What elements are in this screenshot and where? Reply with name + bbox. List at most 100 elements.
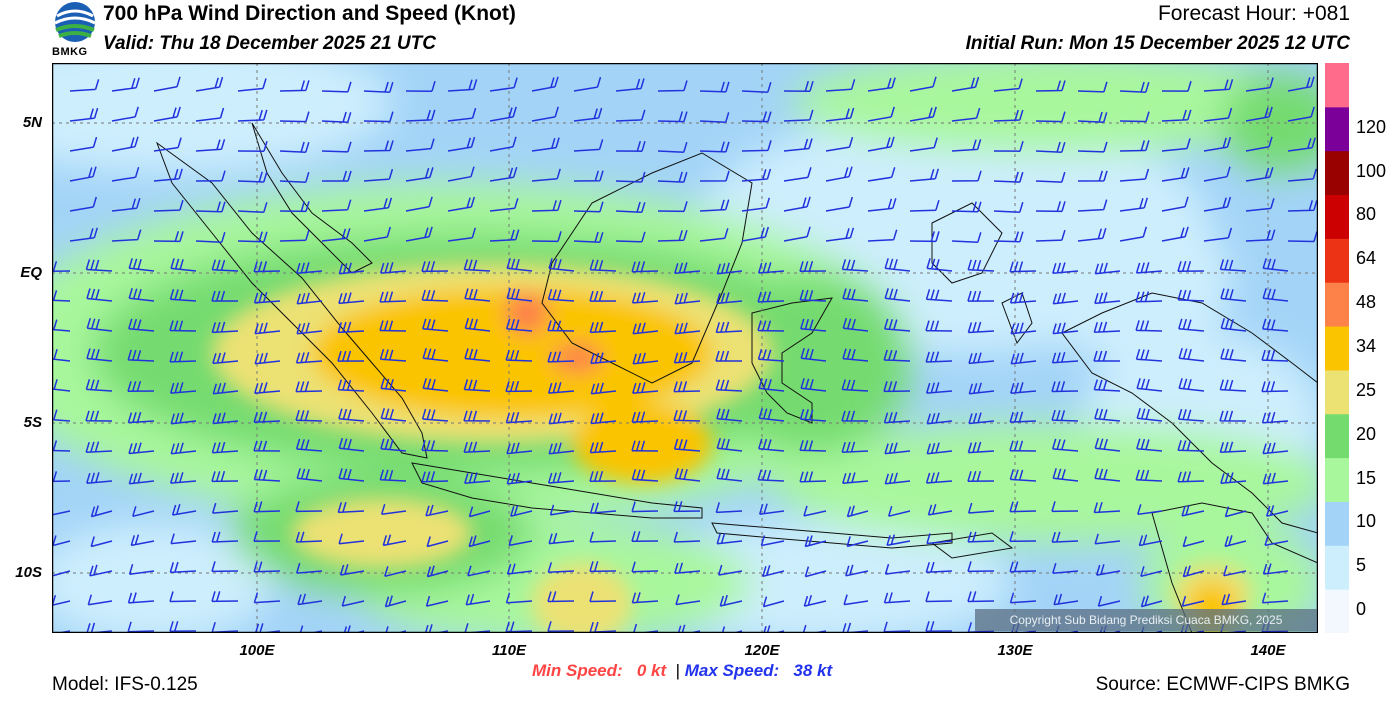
wind-barb	[237, 202, 268, 214]
wind-barb	[1077, 111, 1108, 124]
wind-barb	[1052, 322, 1079, 335]
wind-barb	[884, 442, 911, 455]
wind-barb	[279, 80, 310, 92]
wind-barb	[804, 566, 827, 578]
wind-barb	[128, 563, 155, 575]
wind-barb	[1287, 106, 1315, 122]
wind-barb	[926, 412, 953, 425]
wind-barb	[1135, 348, 1163, 362]
wind-barb	[1094, 292, 1121, 305]
wind-barb	[925, 289, 953, 302]
wind-barb	[1287, 76, 1315, 92]
wind-barb	[1262, 258, 1289, 272]
min-speed-value: 0 kt	[636, 661, 667, 680]
wind-barb	[1051, 531, 1079, 543]
wind-barb	[783, 196, 811, 212]
wind-barb	[1177, 289, 1205, 302]
colorbar-tick-label: 20	[1356, 423, 1377, 444]
wind-barb	[169, 351, 197, 363]
speed-summary: Min Speed: 0 kt | Max Speed: 38 kt	[532, 661, 832, 681]
wind-barb	[1136, 407, 1163, 422]
wind-barb	[379, 262, 407, 274]
wind-barb	[1203, 196, 1232, 212]
wind-barb	[1220, 317, 1247, 332]
wind-barb	[1094, 533, 1121, 545]
colorbar-bin	[1325, 413, 1349, 459]
wind-barb	[90, 505, 113, 518]
wind-barb	[52, 290, 71, 302]
wind-barb	[1137, 504, 1163, 516]
wind-barb	[425, 595, 449, 607]
wind-barb	[380, 438, 407, 452]
wind-barb	[338, 262, 365, 275]
wind-barb	[379, 291, 407, 303]
wind-barb	[1135, 291, 1163, 303]
wind-barb	[1245, 106, 1273, 122]
wind-barb	[867, 77, 896, 92]
wind-barb	[673, 501, 701, 513]
wind-barb	[127, 621, 155, 633]
wind-barb	[379, 348, 407, 362]
wind-barb	[1053, 593, 1079, 606]
wind-barb	[338, 468, 365, 482]
wind-barb	[631, 411, 659, 423]
wind-barb	[253, 440, 281, 452]
wind-barb	[925, 591, 953, 603]
wind-barb	[993, 109, 1024, 122]
wind-barb	[1119, 168, 1150, 182]
wind-barb	[1161, 80, 1192, 92]
wind-barb	[447, 166, 475, 182]
wind-barb	[52, 378, 71, 392]
wind-barb	[1224, 535, 1247, 548]
wind-barb	[590, 412, 617, 425]
wind-barb	[1119, 111, 1150, 123]
wind-barb	[86, 472, 113, 484]
wind-barb	[843, 594, 869, 606]
wind-barb	[699, 199, 730, 212]
colorbar-tick-label: 48	[1356, 292, 1377, 313]
wind-barb	[322, 170, 352, 182]
lon-label-110e: 110E	[492, 642, 526, 659]
wind-barb	[762, 565, 785, 578]
wind-barb	[674, 468, 701, 482]
wind-barb	[211, 290, 238, 302]
wind-barb	[783, 226, 811, 242]
wind-barb	[1245, 229, 1276, 242]
wind-barb	[867, 198, 897, 212]
wind-barb	[883, 621, 911, 633]
colorbar-tick-label: 120	[1356, 116, 1387, 137]
wind-barb	[909, 106, 937, 122]
wind-barb	[1051, 351, 1079, 364]
wind-barb	[717, 564, 743, 576]
colorbar-tick-label: 34	[1356, 336, 1377, 356]
wind-barb	[279, 111, 310, 123]
colorbar-bin	[1325, 589, 1349, 633]
wind-barb	[1287, 200, 1318, 212]
wind-barb	[1010, 382, 1037, 394]
wind-barb	[1140, 595, 1163, 608]
wind-barb	[169, 561, 197, 574]
wind-barb	[573, 170, 604, 182]
wind-barb	[699, 170, 730, 182]
wind-barb	[1093, 379, 1121, 392]
colorbar	[1325, 63, 1349, 633]
wind-barb	[699, 141, 730, 153]
wind-barb	[886, 534, 911, 547]
wind-barb	[589, 290, 617, 302]
wind-barb	[548, 532, 575, 545]
wind-barb	[615, 201, 646, 214]
wind-barb	[967, 591, 995, 603]
wind-barb	[341, 595, 365, 607]
wind-barb	[253, 592, 281, 604]
wind-barb	[657, 111, 688, 123]
wind-barb	[1161, 109, 1192, 122]
wind-barb	[846, 505, 869, 518]
wind-barb	[468, 535, 491, 548]
wind-barb	[295, 562, 323, 574]
lon-label-100e: 100E	[239, 642, 275, 659]
wind-barb	[505, 318, 533, 332]
wind-barb	[968, 382, 995, 395]
wind-barb	[1223, 565, 1247, 577]
wind-barb	[447, 79, 478, 92]
wind-barb	[254, 382, 281, 395]
